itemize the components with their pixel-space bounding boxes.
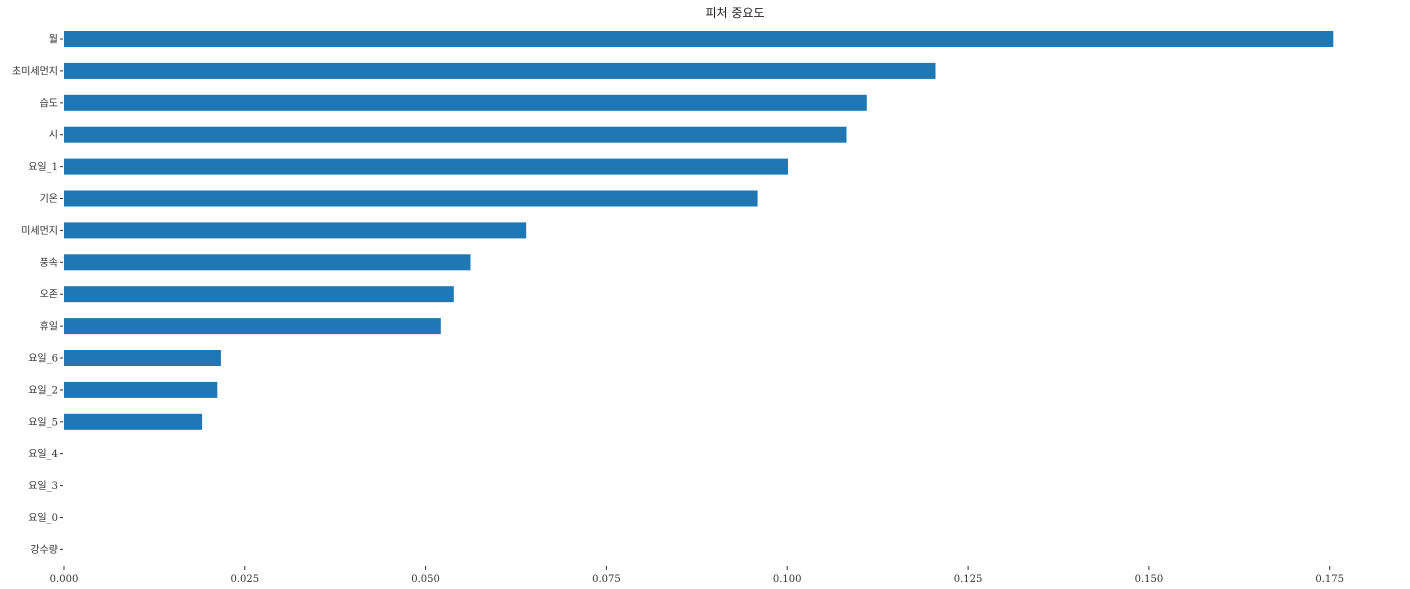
bar (64, 31, 1334, 47)
y-tick-label: 시 (49, 129, 58, 141)
y-tick-label: 기온 (40, 193, 58, 205)
chart-title: 피처 중요도 (705, 6, 764, 20)
x-tick-label: 0.125 (954, 574, 983, 585)
y-tick-label: 요일_0 (28, 512, 58, 524)
bars-group (64, 31, 1334, 430)
x-tick-label: 0.175 (1315, 574, 1344, 585)
y-tick-label: 풍속 (40, 257, 58, 269)
y-tick-label: 오존 (40, 289, 58, 301)
y-tick-label: 월 (49, 34, 58, 46)
bar (64, 62, 936, 79)
y-tick-label: 요일_3 (28, 480, 58, 492)
y-tick-label: 초미세먼지 (12, 65, 58, 77)
bar (64, 318, 441, 335)
y-tick-label: 요일_4 (28, 448, 58, 460)
y-tick-label: 미세먼지 (21, 225, 58, 237)
x-tick-label: 0.075 (592, 574, 621, 585)
bar (64, 350, 221, 366)
bar (64, 126, 847, 143)
y-tick-label: 요일_6 (28, 353, 58, 365)
bar (64, 94, 867, 111)
bar (64, 286, 454, 303)
x-tick-label: 0.025 (230, 574, 259, 585)
y-tick-label: 요일_5 (28, 416, 58, 428)
bar (64, 158, 788, 175)
x-tick-label: 0.150 (1135, 574, 1164, 585)
x-tick-label: 0.100 (773, 574, 802, 585)
y-tick-label: 휴일 (40, 321, 58, 333)
y-tick-label: 요일_2 (28, 384, 58, 396)
x-axis: 0.000 0.025 0.050 0.075 0.100 0.125 0.150 0.175 (50, 566, 1344, 585)
bar (64, 254, 471, 271)
y-tick-label: 요일_1 (28, 161, 58, 173)
bar (64, 413, 203, 430)
bar (64, 190, 758, 207)
y-tick-label: 습도 (40, 97, 58, 109)
y-tick-label: 강수량 (30, 544, 58, 556)
x-tick-label: 0.000 (50, 574, 79, 585)
bar (64, 222, 527, 239)
bar (64, 381, 218, 398)
x-tick-label: 0.050 (411, 574, 440, 585)
